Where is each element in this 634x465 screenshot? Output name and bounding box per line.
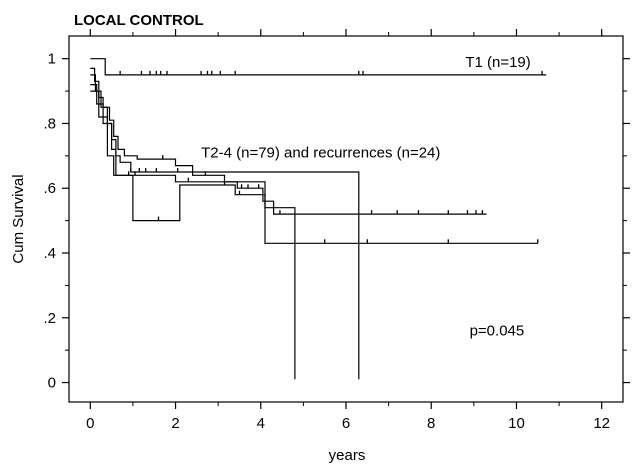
plot-frame [68,35,624,403]
annotation-label: T2-4 (n=79) and recurrences (n=24) [201,144,440,161]
chart-title: LOCAL CONTROL [74,12,204,29]
x-tick-label: 4 [257,415,265,432]
annotation-label: T1 (n=19) [465,54,530,71]
series-5 [90,90,296,380]
y-tick-label: 1 [48,51,56,68]
y-tick-label: .6 [43,180,56,197]
series-4 [90,84,539,244]
annotation-label: p=0.045 [470,323,525,340]
km-curve [90,84,538,244]
km-curve [90,58,547,76]
series-2 [90,67,487,215]
y-tick-label: .8 [43,115,56,132]
series-1 [90,58,547,76]
km-curve [90,74,360,380]
x-tick-label: 12 [593,415,610,432]
km-curve [90,90,296,380]
km-curve [90,67,487,215]
series-3 [90,74,360,380]
y-tick-label: .4 [43,245,56,262]
x-tick-label: 10 [508,415,525,432]
x-tick-label: 6 [342,415,350,432]
y-tick-label: 0 [48,375,56,392]
x-tick-label: 0 [86,415,94,432]
annotation-layer: T1 (n=19) T2-4 (n=79) and recurrences (n=… [201,54,531,340]
y-axis-label: Cum Survival [10,174,27,263]
ticks-layer: 0 2 4 6 8 10 12 0 .2 .4 .6 .8 1 [43,29,630,432]
x-tick-label: 2 [171,415,179,432]
y-tick-label: .2 [43,310,56,327]
x-tick-label: 8 [427,415,435,432]
x-axis-label: years [329,447,366,464]
series-layer [90,58,547,380]
